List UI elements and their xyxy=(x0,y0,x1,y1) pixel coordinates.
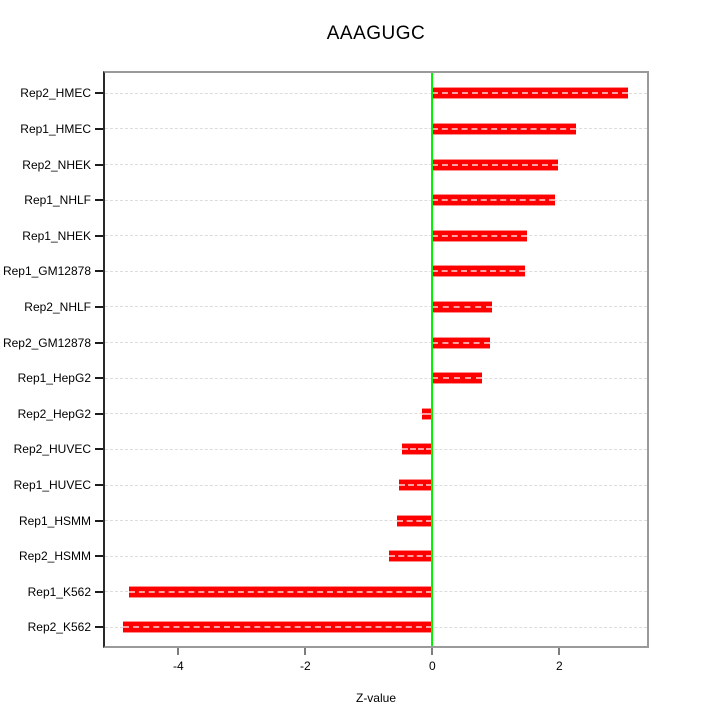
y-axis-tick xyxy=(95,270,103,273)
y-axis-label: Rep2_HMEC xyxy=(20,86,91,101)
x-axis-title: Z-value xyxy=(355,691,396,705)
bar-Rep1_K562 xyxy=(129,585,433,598)
bar-Rep2_K562 xyxy=(123,621,433,634)
x-axis-tick xyxy=(177,648,180,655)
bar-grid-overlay xyxy=(401,448,433,451)
y-axis-tick xyxy=(95,519,103,522)
y-axis-tick xyxy=(95,590,103,593)
y-axis-tick xyxy=(95,626,103,629)
y-axis-label: Rep1_NHEK xyxy=(22,228,91,243)
y-axis-label: Rep1_HSMM xyxy=(18,513,91,528)
x-axis-tick-label: 0 xyxy=(428,659,436,673)
row-gridline xyxy=(105,92,647,94)
row-gridline xyxy=(105,520,647,522)
y-axis-tick xyxy=(95,127,103,130)
plot-inner xyxy=(105,73,647,646)
y-axis-tick xyxy=(95,412,103,415)
bar-grid-overlay xyxy=(432,127,577,130)
y-axis-label: Rep1_HMEC xyxy=(20,121,91,136)
bar-grid-overlay xyxy=(398,484,433,486)
row-gridline xyxy=(105,235,647,237)
bar-Rep2_NHEK xyxy=(432,158,559,171)
y-axis-tick xyxy=(95,341,103,344)
row-gridline xyxy=(105,377,647,379)
bar-grid-overlay xyxy=(123,626,433,629)
y-axis-label: Rep2_HUVEC xyxy=(13,442,91,457)
y-axis-label: Rep2_K562 xyxy=(27,620,91,635)
y-axis-tick xyxy=(95,377,103,380)
y-axis-tick xyxy=(95,199,103,202)
y-axis-label: Rep1_K562 xyxy=(27,584,91,599)
bar-Rep2_GM12878 xyxy=(432,336,491,349)
y-axis-label: Rep2_NHLF xyxy=(24,299,91,314)
bar-Rep1_HSMM xyxy=(397,514,433,527)
row-gridline xyxy=(105,270,647,272)
bar-Rep1_HUVEC xyxy=(398,479,433,491)
row-gridline xyxy=(105,484,647,486)
y-axis-tick xyxy=(95,448,103,451)
row-gridline xyxy=(105,413,647,415)
y-axis-tick xyxy=(95,305,103,308)
bar-grid-overlay xyxy=(421,412,433,415)
bar-grid-overlay xyxy=(129,590,433,593)
row-gridline xyxy=(105,448,647,450)
bar-grid-overlay xyxy=(432,163,559,166)
bar-Rep1_NHEK xyxy=(432,229,527,242)
chart-title: AAAGUGC xyxy=(326,23,426,44)
row-gridline xyxy=(105,306,647,308)
zero-reference-line xyxy=(431,73,434,646)
bar-Rep2_HepG2 xyxy=(421,407,433,420)
bar-Rep1_HepG2 xyxy=(432,372,483,385)
y-axis-tick xyxy=(95,163,103,166)
y-axis-label: Rep2_GM12878 xyxy=(2,335,91,350)
y-axis-label: Rep1_GM12878 xyxy=(2,264,91,279)
x-axis-tick xyxy=(431,648,434,655)
y-axis-label: Rep2_HepG2 xyxy=(17,406,91,421)
y-axis-tick xyxy=(95,555,103,558)
bar-grid-overlay xyxy=(432,234,527,237)
y-axis-tick xyxy=(95,234,103,237)
plot-area xyxy=(103,71,649,648)
row-gridline xyxy=(105,555,647,557)
y-axis-label: Rep1_HUVEC xyxy=(13,478,91,492)
y-axis-label: Rep2_HSMM xyxy=(18,549,91,564)
x-axis-tick-label: -2 xyxy=(299,659,311,673)
x-axis-tick xyxy=(304,648,307,655)
bar-grid-overlay xyxy=(432,377,483,380)
bar-Rep1_HMEC xyxy=(432,122,577,135)
row-gridline xyxy=(105,199,647,201)
bar-grid-overlay xyxy=(389,555,433,558)
bar-grid-overlay xyxy=(432,270,525,273)
y-axis-label: Rep1_HepG2 xyxy=(17,371,91,386)
x-axis-tick-label: -4 xyxy=(172,659,184,673)
bar-Rep2_HUVEC xyxy=(401,443,433,456)
y-axis-tick xyxy=(95,92,103,95)
bar-Rep2_NHLF xyxy=(432,300,492,313)
x-axis-tick xyxy=(558,648,561,655)
bar-grid-overlay xyxy=(432,199,555,202)
bar-grid-overlay xyxy=(432,305,492,308)
y-axis-label: Rep2_NHEK xyxy=(22,157,91,172)
bar-grid-overlay xyxy=(397,519,433,522)
bar-Rep2_HSMM xyxy=(389,550,433,563)
y-axis-label: Rep1_NHLF xyxy=(24,193,91,208)
bar-grid-overlay xyxy=(432,92,628,95)
x-axis-tick-label: 2 xyxy=(555,659,563,673)
y-axis-tick xyxy=(95,484,103,486)
bar-Rep1_GM12878 xyxy=(432,265,525,278)
row-gridline xyxy=(105,164,647,166)
bar-grid-overlay xyxy=(432,341,491,344)
bar-Rep1_NHLF xyxy=(432,194,555,207)
row-gridline xyxy=(105,342,647,344)
row-gridline xyxy=(105,128,647,130)
bar-Rep2_HMEC xyxy=(432,87,628,100)
